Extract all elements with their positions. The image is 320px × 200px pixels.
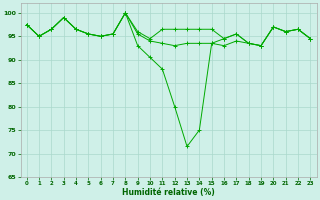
X-axis label: Humidité relative (%): Humidité relative (%) xyxy=(122,188,215,197)
